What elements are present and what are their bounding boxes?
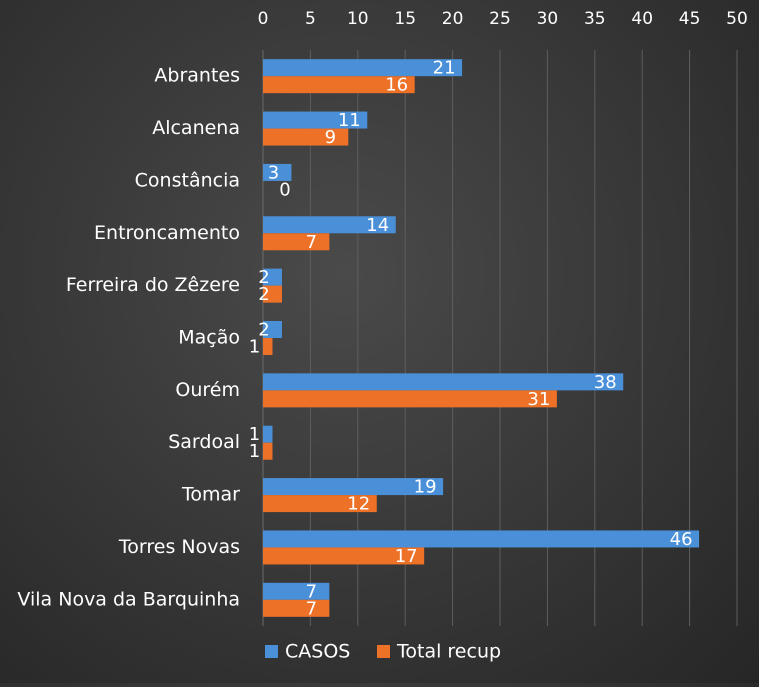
category-label: Vila Nova da Barquinha bbox=[17, 588, 240, 610]
bar-total-recup bbox=[263, 495, 377, 513]
x-tick-label-0: 0 bbox=[258, 9, 269, 29]
data-label: 12 bbox=[347, 494, 370, 515]
bar-total-recup bbox=[263, 390, 557, 408]
data-label: 21 bbox=[433, 58, 456, 79]
x-tick-label-30: 30 bbox=[537, 9, 559, 29]
data-label: 3 bbox=[268, 162, 279, 183]
category-label: Torres Novas bbox=[118, 536, 240, 558]
x-tick-label-10: 10 bbox=[347, 9, 369, 29]
data-label: 1 bbox=[249, 337, 260, 358]
bar-total-recup bbox=[263, 599, 330, 617]
x-axis-ticks: 0 5 10 15 20 25 30 35 40 45 50 bbox=[258, 9, 748, 29]
data-label: 2 bbox=[258, 267, 269, 288]
category-label: Entroncamento bbox=[94, 222, 240, 244]
bar-casos bbox=[263, 321, 282, 338]
data-label: 1 bbox=[249, 441, 260, 462]
bar-casos bbox=[263, 582, 330, 600]
bar-casos bbox=[263, 216, 396, 234]
grid-lines bbox=[262, 50, 738, 626]
x-tick-label-15: 15 bbox=[394, 9, 416, 29]
category-labels: Abrantes Alcanena Constância Entroncamento F… bbox=[17, 65, 240, 611]
bar-total-recup bbox=[263, 76, 415, 94]
bar-casos bbox=[263, 163, 292, 181]
legend: CASOS Total recup bbox=[265, 641, 501, 663]
data-label: 38 bbox=[594, 372, 617, 393]
category-label: Alcanena bbox=[152, 117, 240, 139]
data-label: 14 bbox=[366, 215, 389, 236]
data-label: 11 bbox=[338, 110, 361, 131]
category-label: Constância bbox=[135, 169, 240, 191]
category-label: Mação bbox=[178, 327, 240, 349]
bar-casos bbox=[263, 268, 282, 286]
data-label: 9 bbox=[325, 127, 336, 148]
legend-swatch-total-recup bbox=[377, 645, 390, 658]
legend-swatch-casos bbox=[265, 645, 278, 658]
bar-casos bbox=[263, 59, 463, 77]
bars bbox=[263, 59, 700, 617]
data-label: 0 bbox=[279, 179, 290, 200]
data-label: 1 bbox=[249, 424, 260, 445]
bar-casos bbox=[263, 373, 624, 391]
data-label: 2 bbox=[258, 284, 269, 305]
x-tick-label-20: 20 bbox=[442, 9, 464, 29]
bar-total-recup bbox=[263, 233, 330, 251]
bar-total-recup bbox=[263, 128, 349, 146]
data-label: 19 bbox=[414, 477, 437, 498]
x-tick-label-35: 35 bbox=[584, 9, 606, 29]
data-label: 7 bbox=[306, 581, 317, 602]
category-label: Ferreira do Zêzere bbox=[66, 274, 240, 296]
legend-label-total-recup: Total recup bbox=[396, 641, 501, 663]
bar-casos bbox=[263, 111, 368, 129]
x-tick-label-40: 40 bbox=[631, 9, 653, 29]
category-label: Tomar bbox=[181, 484, 240, 506]
legend-label-casos: CASOS bbox=[285, 641, 350, 663]
bar-total-recup bbox=[263, 285, 282, 303]
data-label: 7 bbox=[306, 232, 317, 253]
data-label: 2 bbox=[258, 320, 269, 341]
bar-total-recup bbox=[263, 547, 425, 565]
x-tick-label-50: 50 bbox=[726, 9, 748, 29]
x-tick-label-45: 45 bbox=[679, 9, 701, 29]
x-tick-label-25: 25 bbox=[489, 9, 511, 29]
data-label: 31 bbox=[527, 389, 550, 410]
bar-casos bbox=[263, 530, 700, 548]
bar-total-recup bbox=[263, 442, 273, 460]
data-label: 16 bbox=[385, 75, 408, 96]
category-label: Sardoal bbox=[168, 431, 240, 453]
bar-casos bbox=[263, 425, 273, 443]
category-label: Ourém bbox=[175, 379, 240, 401]
x-tick-label-5: 5 bbox=[305, 9, 316, 29]
category-label: Abrantes bbox=[154, 65, 240, 87]
data-label: 46 bbox=[670, 529, 693, 550]
bar-total-recup bbox=[263, 338, 273, 355]
bar-casos bbox=[263, 478, 444, 496]
data-label: 7 bbox=[306, 598, 317, 619]
data-label: 17 bbox=[395, 546, 418, 567]
